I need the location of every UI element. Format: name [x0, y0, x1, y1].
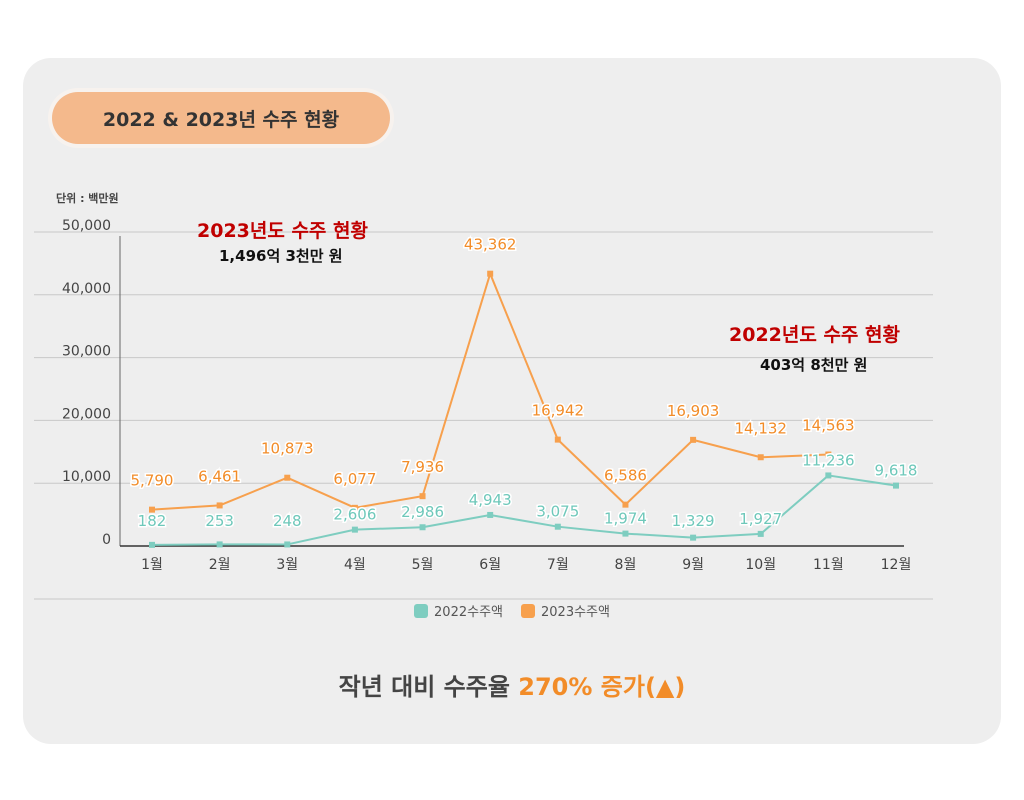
legend-swatch-2022 [414, 603, 429, 618]
data-label: 2,606 [333, 506, 376, 524]
data-label: 7,936 [401, 458, 444, 476]
data-label: 182 [138, 512, 167, 530]
data-point [825, 451, 832, 458]
y-tick-label: 20,000 [62, 406, 111, 422]
data-label: 2,986 [401, 503, 444, 521]
data-label: 10,873 [261, 440, 314, 458]
chart-legend: 2022수주액 2023수주액 [0, 601, 1024, 620]
data-point [825, 472, 832, 479]
y-tick-label: 30,000 [62, 344, 111, 360]
data-point [351, 526, 358, 533]
x-tick-label: 4월 [344, 557, 366, 573]
data-label: 14,563 [802, 417, 855, 435]
x-tick-label: 2월 [209, 557, 231, 573]
x-tick-label: 10월 [745, 557, 776, 573]
footer-prefix: 작년 대비 수주율 [338, 673, 519, 701]
annotation-2022-sub: 403억 8천만 원 [760, 356, 868, 374]
data-point [149, 506, 155, 513]
series-line-2022수주액 [151, 474, 897, 546]
data-label: 6,461 [198, 467, 241, 485]
data-point [622, 530, 629, 537]
data-point [690, 436, 697, 443]
legend-item-2023: 2023수주액 [521, 601, 610, 620]
data-label: 14,132 [734, 419, 787, 437]
y-tick-label: 50,000 [62, 218, 111, 234]
x-tick-label: 5월 [412, 557, 434, 573]
data-point [622, 501, 629, 508]
x-tick-label: 9월 [682, 557, 704, 573]
annotation-2023-sub: 1,496억 3천만 원 [219, 247, 343, 265]
data-label: 43,362 [464, 236, 517, 254]
chart-card [23, 58, 1001, 744]
x-tick-label: 11월 [813, 557, 844, 573]
data-point [351, 504, 358, 511]
annotation-2022-title: 2022년도 수주 현황 [729, 324, 900, 346]
data-label: 6,586 [604, 467, 647, 485]
x-tick-label: 7월 [547, 557, 569, 573]
x-tick-label: 6월 [479, 557, 501, 573]
data-label: 9,618 [875, 462, 918, 480]
footer-highlight: 270% 증가(▲) [518, 673, 686, 701]
data-point [757, 530, 764, 537]
footer-summary: 작년 대비 수주율 270% 증가(▲) [0, 667, 1024, 702]
data-point [284, 541, 291, 548]
data-label: 6,077 [333, 470, 376, 488]
data-label: 3,075 [536, 503, 579, 521]
chart-title-badge: 2022 & 2023년 수주 현황 [52, 92, 390, 144]
data-label: 16,903 [667, 402, 720, 420]
data-label: 1,974 [604, 510, 647, 528]
data-label: 1,927 [739, 510, 782, 528]
data-point [554, 436, 561, 443]
data-label: 248 [273, 512, 302, 530]
data-point [757, 454, 764, 461]
data-point [690, 534, 697, 541]
y-tick-label: 10,000 [62, 469, 111, 485]
x-tick-label: 1월 [141, 557, 163, 573]
data-point [419, 493, 426, 500]
data-point [554, 523, 561, 530]
series-line-2023수주액 [151, 272, 829, 511]
data-label: 16,942 [532, 402, 585, 420]
data-label: 4,943 [469, 491, 512, 509]
data-point [419, 524, 426, 531]
legend-label-2022: 2022수주액 [434, 605, 503, 620]
data-point [216, 502, 223, 509]
annotation-2023-title: 2023년도 수주 현황 [197, 220, 368, 242]
data-point [487, 511, 494, 518]
data-label: 5,790 [131, 472, 174, 490]
legend-swatch-2023 [521, 603, 535, 618]
legend-item-2022: 2022수주액 [414, 601, 503, 620]
y-tick-label: 40,000 [62, 281, 111, 297]
x-tick-label: 3월 [276, 557, 298, 573]
data-point [893, 482, 899, 489]
unit-label: 단위 : 백만원 [56, 192, 119, 205]
data-point [216, 541, 223, 548]
legend-label-2023: 2023수주액 [541, 605, 610, 620]
y-tick-label: 0 [102, 532, 111, 548]
data-label: 253 [205, 512, 234, 530]
data-point [149, 541, 155, 548]
data-label: 1,329 [672, 512, 715, 530]
data-point [487, 270, 494, 277]
data-label: 11,236 [802, 451, 855, 469]
x-tick-label: 8월 [615, 557, 637, 573]
chart-title: 2022 & 2023년 수주 현황 [102, 108, 340, 131]
x-tick-label: 12월 [881, 557, 912, 573]
data-point [284, 474, 291, 481]
